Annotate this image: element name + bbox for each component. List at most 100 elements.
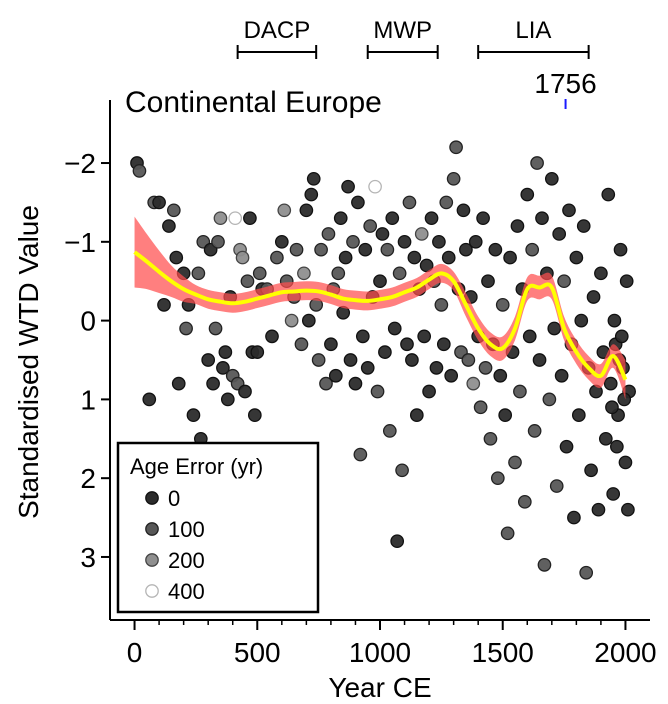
data-point: [390, 534, 405, 549]
data-point: [549, 479, 564, 493]
legend-label: 100: [168, 517, 205, 542]
data-point: [554, 368, 569, 383]
y-axis-label: Standardised WTD Value: [13, 205, 44, 519]
data-point: [191, 266, 206, 281]
data-point: [247, 408, 262, 423]
data-point: [444, 368, 459, 383]
data-point: [424, 211, 439, 226]
data-point: [495, 297, 510, 312]
data-point: [594, 266, 608, 281]
data-point: [306, 171, 321, 186]
legend-label: 200: [168, 548, 205, 573]
data-point: [338, 250, 353, 265]
legend-marker: [145, 584, 159, 598]
data-point: [579, 565, 594, 580]
data-point: [378, 345, 392, 359]
data-point: [407, 250, 422, 265]
data-point: [211, 234, 225, 249]
points: [130, 140, 636, 580]
data-point: [216, 361, 230, 375]
data-point: [508, 455, 522, 470]
data-point: [610, 439, 624, 454]
data-point: [567, 510, 581, 525]
legend: Age Error (yr) 0 100 200 400: [116, 441, 320, 614]
data-point: [513, 384, 527, 399]
data-point: [614, 329, 629, 344]
x-tick-label: 1500: [472, 637, 534, 668]
legend-label: 400: [168, 579, 205, 604]
data-point: [562, 203, 576, 218]
data-point: [162, 219, 176, 233]
data-point: [483, 431, 498, 446]
data-point: [186, 408, 201, 423]
data-point: [569, 250, 584, 265]
data-point: [392, 266, 407, 281]
data-point: [559, 439, 574, 454]
data-point: [402, 195, 417, 210]
data-point: [284, 313, 299, 328]
data-point: [213, 211, 228, 226]
data-point: [252, 266, 267, 281]
data-point: [152, 195, 166, 210]
data-point: [459, 242, 473, 257]
data-point: [368, 179, 382, 194]
x-tick-label: 0: [127, 637, 143, 668]
x-axis-label: Year CE: [328, 672, 431, 703]
data-point: [535, 211, 549, 226]
data-point: [235, 250, 250, 265]
data-point: [289, 242, 304, 257]
data-point: [179, 321, 193, 336]
data-point: [419, 258, 434, 273]
data-point: [584, 463, 598, 478]
data-point: [432, 234, 446, 249]
data-point: [311, 353, 326, 367]
data-point: [503, 250, 517, 265]
data-point: [157, 297, 171, 312]
data-point: [228, 211, 243, 226]
data-point: [619, 274, 634, 289]
data-point: [466, 376, 481, 391]
data-point: [542, 392, 557, 407]
data-point: [417, 329, 432, 344]
data-point: [605, 400, 619, 415]
data-point: [547, 321, 562, 336]
data-point: [400, 337, 414, 352]
data-point: [517, 494, 532, 509]
period: MWP: [366, 17, 439, 59]
data-point: [532, 353, 547, 367]
data-point: [449, 140, 463, 155]
data-point: [414, 227, 429, 241]
data-point: [304, 187, 319, 202]
data-point: [370, 384, 385, 399]
data-point: [478, 361, 493, 375]
data-point: [481, 274, 495, 289]
data-point: [142, 392, 157, 407]
data-point: [270, 250, 284, 265]
y-tick-label: −1: [64, 227, 96, 258]
data-point: [294, 337, 309, 352]
legend-label: 0: [168, 486, 180, 511]
data-point: [220, 392, 235, 407]
data-point: [500, 526, 515, 541]
data-point: [476, 211, 490, 226]
data-point: [358, 242, 373, 257]
data-point: [598, 431, 613, 446]
data-point: [557, 274, 571, 289]
data-point: [328, 368, 343, 383]
data-point: [240, 274, 255, 289]
data-point: [520, 187, 535, 202]
x-tick-label: 500: [234, 637, 281, 668]
data-point: [382, 424, 397, 438]
data-point: [395, 463, 409, 478]
data-point: [522, 329, 537, 344]
data-point: [618, 455, 633, 470]
legend-marker: [145, 553, 159, 567]
data-point: [436, 337, 451, 352]
data-point: [341, 179, 355, 194]
data-point: [601, 187, 616, 202]
period: DACP: [236, 17, 318, 59]
legend-title: Age Error (yr): [130, 454, 263, 479]
data-point: [351, 195, 365, 210]
data-point: [422, 384, 436, 399]
data-point: [319, 376, 333, 391]
